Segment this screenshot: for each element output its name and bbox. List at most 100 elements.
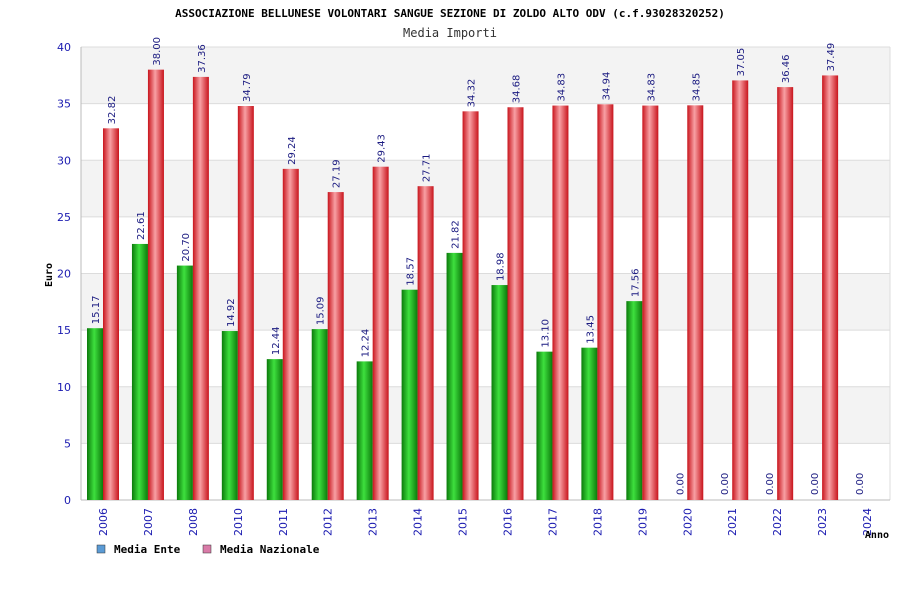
y-axis-ticks: 0 5 10 15 20 25 30 35 40 <box>57 41 71 507</box>
grid-band <box>81 47 890 104</box>
value-label-media-nazionale-2016: 34.68 <box>512 75 523 104</box>
x-tick-label-2007: 2007 <box>142 508 155 536</box>
x-tick-label-2023: 2023 <box>816 508 829 536</box>
x-tick-label-2008: 2008 <box>187 508 200 536</box>
bar-media-nazionale-2012 <box>327 192 344 501</box>
grid-lines <box>80 46 891 501</box>
x-tick-label-2021: 2021 <box>726 508 739 536</box>
value-label-media-ente-2013: 12.24 <box>361 329 372 358</box>
y-tick-label: 0 <box>64 494 71 507</box>
value-label-media-ente-2016: 18.98 <box>496 252 507 281</box>
value-label-media-nazionale-2020: 34.85 <box>691 73 702 102</box>
bar-media-ente-2016 <box>491 285 508 500</box>
legend: Media Ente Media Nazionale <box>96 543 320 556</box>
value-label-media-ente-2022: 0.00 <box>765 473 776 495</box>
y-tick-label: 20 <box>57 268 71 281</box>
bar-media-ente-2013 <box>356 361 373 500</box>
grid-band <box>81 386 890 444</box>
x-axis-label: Anno <box>865 530 889 541</box>
bar-media-ente-2015 <box>446 252 463 500</box>
x-tick-label-2019: 2019 <box>636 508 649 536</box>
grid-band <box>81 330 890 387</box>
value-label-media-nazionale-2019: 34.83 <box>646 73 657 102</box>
value-label-media-ente-2011: 12.44 <box>271 326 282 355</box>
grid-band <box>81 216 890 274</box>
value-label-media-nazionale-2008: 37.36 <box>197 44 208 73</box>
bar-media-ente-2019 <box>626 301 643 500</box>
x-tick-label-2022: 2022 <box>771 508 784 536</box>
value-label-media-ente-2019: 17.56 <box>630 268 641 297</box>
x-tick-label-2010: 2010 <box>232 508 245 536</box>
y-tick-label: 15 <box>57 324 71 337</box>
x-tick-label-2011: 2011 <box>277 508 290 536</box>
plot-background <box>81 47 890 500</box>
y-axis-label: Euro <box>44 263 55 287</box>
x-tick-label-2016: 2016 <box>502 508 515 536</box>
bar-media-ente-2014 <box>401 289 418 500</box>
value-label-media-ente-2020: 0.00 <box>675 473 686 495</box>
value-label-media-nazionale-2022: 36.46 <box>781 54 792 83</box>
value-label-media-nazionale-2021: 37.05 <box>736 48 747 77</box>
legend-swatch-media-ente <box>96 544 106 554</box>
bars <box>87 69 839 501</box>
value-label-media-nazionale-2023: 37.49 <box>826 43 837 72</box>
bar-media-nazionale-2018 <box>597 104 614 500</box>
bar-media-ente-2010 <box>221 331 238 500</box>
grid-band <box>81 160 890 217</box>
value-label-media-nazionale-2014: 27.71 <box>422 154 433 183</box>
chart-title: ASSOCIAZIONE BELLUNESE VOLONTARI SANGUE … <box>175 7 725 20</box>
value-label-media-nazionale-2013: 29.43 <box>377 134 388 163</box>
value-label-media-ente-2024: 0.00 <box>855 473 866 495</box>
bar-media-nazionale-2020 <box>687 105 704 500</box>
value-label-media-ente-2023: 0.00 <box>810 473 821 495</box>
y-tick-label: 30 <box>57 154 71 167</box>
bar-media-nazionale-2022 <box>777 87 794 500</box>
value-label-media-ente-2007: 22.61 <box>136 211 147 240</box>
value-label-media-ente-2018: 13.45 <box>585 315 596 344</box>
x-tick-label-2012: 2012 <box>322 508 335 536</box>
grid-band <box>81 273 890 331</box>
bar-media-nazionale-2023 <box>822 75 839 500</box>
bar-media-nazionale-2007 <box>147 69 164 501</box>
x-tick-label-2018: 2018 <box>591 508 604 536</box>
bar-media-ente-2018 <box>581 347 598 500</box>
value-label-media-nazionale-2018: 34.94 <box>601 72 612 101</box>
bar-media-nazionale-2016 <box>507 107 524 501</box>
bar-media-nazionale-2011 <box>282 168 299 500</box>
x-tick-label-2024: 2024 <box>861 508 874 536</box>
legend-label-media-ente: Media Ente <box>114 543 181 556</box>
bar-media-nazionale-2015 <box>462 111 479 501</box>
bar-media-ente-2017 <box>536 351 553 500</box>
x-tick-label-2015: 2015 <box>457 508 470 536</box>
value-label-media-ente-2021: 0.00 <box>720 473 731 495</box>
bar-media-nazionale-2017 <box>552 105 569 501</box>
value-label-media-nazionale-2011: 29.24 <box>287 136 298 165</box>
value-label-media-ente-2015: 21.82 <box>451 220 462 249</box>
bar-media-ente-2006 <box>87 328 103 500</box>
y-tick-label: 10 <box>57 381 71 394</box>
legend-label-media-nazionale: Media Nazionale <box>220 543 320 556</box>
bar-media-ente-2007 <box>131 243 148 500</box>
x-tick-label-2017: 2017 <box>546 508 559 536</box>
bar-media-nazionale-2019 <box>642 105 659 501</box>
bar-media-ente-2012 <box>311 329 328 500</box>
x-axis-ticks: 2006 2007 2008 2010 2011 2012 2013 2014 2015 2016… <box>97 508 874 536</box>
value-label-media-nazionale-2006: 32.82 <box>107 96 118 125</box>
value-label-media-ente-2014: 18.57 <box>406 257 417 286</box>
x-tick-label-2013: 2013 <box>367 508 380 536</box>
value-label-media-nazionale-2012: 27.19 <box>332 159 343 188</box>
y-tick-label: 5 <box>64 437 71 450</box>
value-label-media-ente-2006: 15.17 <box>91 296 102 325</box>
chart-subtitle: Media Importi <box>403 26 497 40</box>
value-label-media-ente-2010: 14.92 <box>226 298 237 327</box>
value-label-media-ente-2012: 15.09 <box>316 296 327 325</box>
y-tick-label: 25 <box>57 211 71 224</box>
value-label-media-nazionale-2010: 34.79 <box>242 73 253 102</box>
x-tick-label-2006: 2006 <box>97 508 110 536</box>
bar-media-ente-2008 <box>176 265 193 500</box>
value-label-media-nazionale-2015: 34.32 <box>467 79 478 108</box>
value-label-media-nazionale-2017: 34.83 <box>556 73 567 102</box>
grid-band <box>81 103 890 161</box>
value-label-media-ente-2008: 20.70 <box>181 233 192 262</box>
